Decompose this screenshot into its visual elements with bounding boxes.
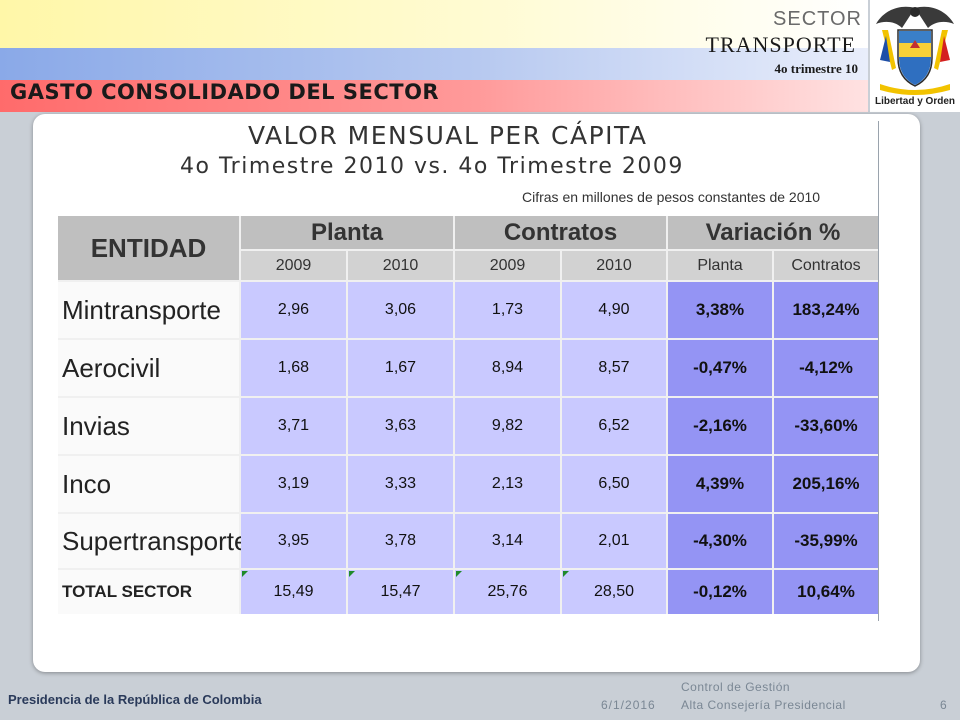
cell-var-planta: 3,38% bbox=[668, 282, 772, 338]
total-planta-2009: 15,49 bbox=[241, 570, 346, 614]
var-header-contratos: Contratos bbox=[774, 251, 878, 280]
cell-contratos-2009: 9,82 bbox=[455, 398, 560, 454]
cell-contratos-2010: 6,50 bbox=[562, 456, 666, 512]
total-row-label: TOTAL SECTOR bbox=[58, 570, 239, 614]
header-bar-red bbox=[0, 80, 868, 112]
cell-planta-2009: 1,68 bbox=[241, 340, 346, 396]
group-header-variacion: Variación % bbox=[668, 216, 878, 249]
header-transporte: TRANSPORTE bbox=[705, 32, 856, 57]
panel-divider bbox=[878, 121, 879, 621]
cell-var-planta: 4,39% bbox=[668, 456, 772, 512]
var-header-planta: Planta bbox=[668, 251, 772, 280]
entity-header: ENTIDAD bbox=[58, 216, 239, 280]
row-entity: Supertransporte bbox=[58, 514, 248, 568]
cell-flag-icon bbox=[242, 571, 248, 577]
cell-planta-2010: 3,06 bbox=[348, 282, 453, 338]
cell-contratos-2009: 1,73 bbox=[455, 282, 560, 338]
cell-contratos-2010: 2,01 bbox=[562, 514, 666, 568]
year-header-contratos-2010: 2010 bbox=[562, 251, 666, 280]
coat-of-arms-logo: Libertad y Orden bbox=[870, 0, 960, 112]
table-subtitle: 4o Trimestre 2010 vs. 4o Trimestre 2009 bbox=[180, 154, 684, 179]
group-header-contratos: Contratos bbox=[455, 216, 666, 249]
table-title: VALOR MENSUAL PER CÁPITA bbox=[248, 121, 648, 150]
cell-var-contratos: -4,12% bbox=[774, 340, 878, 396]
row-entity: Invias bbox=[58, 398, 239, 454]
cell-flag-icon bbox=[563, 571, 569, 577]
row-entity: Mintransporte bbox=[58, 282, 239, 338]
row-entity: Inco bbox=[58, 456, 239, 512]
year-header-planta-2009: 2009 bbox=[241, 251, 346, 280]
year-header-contratos-2009: 2009 bbox=[455, 251, 560, 280]
footer-control-line1: Control de Gestión bbox=[681, 680, 791, 694]
cell-var-planta: -0,47% bbox=[668, 340, 772, 396]
cell-var-contratos: -33,60% bbox=[774, 398, 878, 454]
footer-date: 6/1/2016 bbox=[601, 698, 656, 712]
coat-of-arms-icon bbox=[876, 6, 954, 95]
group-header-planta: Planta bbox=[241, 216, 453, 249]
cell-planta-2009: 3,95 bbox=[241, 514, 346, 568]
header-trimestre: 4o trimestre 10 bbox=[774, 61, 858, 76]
cell-planta-2010: 1,67 bbox=[348, 340, 453, 396]
cell-planta-2010: 3,78 bbox=[348, 514, 453, 568]
header-bar-yellow bbox=[0, 0, 868, 48]
row-entity: Aerocivil bbox=[58, 340, 239, 396]
footer-organization: Presidencia de la República de Colombia bbox=[8, 692, 262, 707]
cell-var-planta: -4,30% bbox=[668, 514, 772, 568]
footer-control-line2: Alta Consejería Presidencial bbox=[681, 698, 846, 712]
cell-flag-icon bbox=[456, 571, 462, 577]
cell-contratos-2009: 8,94 bbox=[455, 340, 560, 396]
cell-contratos-2010: 8,57 bbox=[562, 340, 666, 396]
cell-contratos-2010: 4,90 bbox=[562, 282, 666, 338]
units-note: Cifras en millones de pesos constantes d… bbox=[522, 189, 821, 205]
cell-var-contratos: 183,24% bbox=[774, 282, 878, 338]
page-title: GASTO CONSOLIDADO DEL SECTOR bbox=[10, 80, 440, 104]
total-var-contratos: 10,64% bbox=[774, 570, 878, 614]
cell-var-planta: -2,16% bbox=[668, 398, 772, 454]
header-bar-blue bbox=[0, 48, 868, 80]
per-capita-table: ENTIDAD Planta Contratos Variación % 200… bbox=[58, 216, 878, 614]
total-var-planta: -0,12% bbox=[668, 570, 772, 614]
header-sector: SECTOR bbox=[773, 8, 862, 30]
total-contratos-2009: 25,76 bbox=[455, 570, 560, 614]
year-header-planta-2010: 2010 bbox=[348, 251, 453, 280]
cell-planta-2009: 3,71 bbox=[241, 398, 346, 454]
cell-planta-2010: 3,63 bbox=[348, 398, 453, 454]
cell-var-contratos: -35,99% bbox=[774, 514, 878, 568]
cell-planta-2009: 3,19 bbox=[241, 456, 346, 512]
cell-var-contratos: 205,16% bbox=[774, 456, 878, 512]
cell-contratos-2009: 3,14 bbox=[455, 514, 560, 568]
cell-planta-2010: 3,33 bbox=[348, 456, 453, 512]
cell-contratos-2010: 6,52 bbox=[562, 398, 666, 454]
cell-contratos-2009: 2,13 bbox=[455, 456, 560, 512]
logo-motto: Libertad y Orden bbox=[874, 96, 955, 107]
total-contratos-2010: 28,50 bbox=[562, 570, 666, 614]
cell-flag-icon bbox=[349, 571, 355, 577]
footer-page-number: 6 bbox=[940, 698, 947, 712]
total-planta-2010: 15,47 bbox=[348, 570, 453, 614]
cell-planta-2009: 2,96 bbox=[241, 282, 346, 338]
